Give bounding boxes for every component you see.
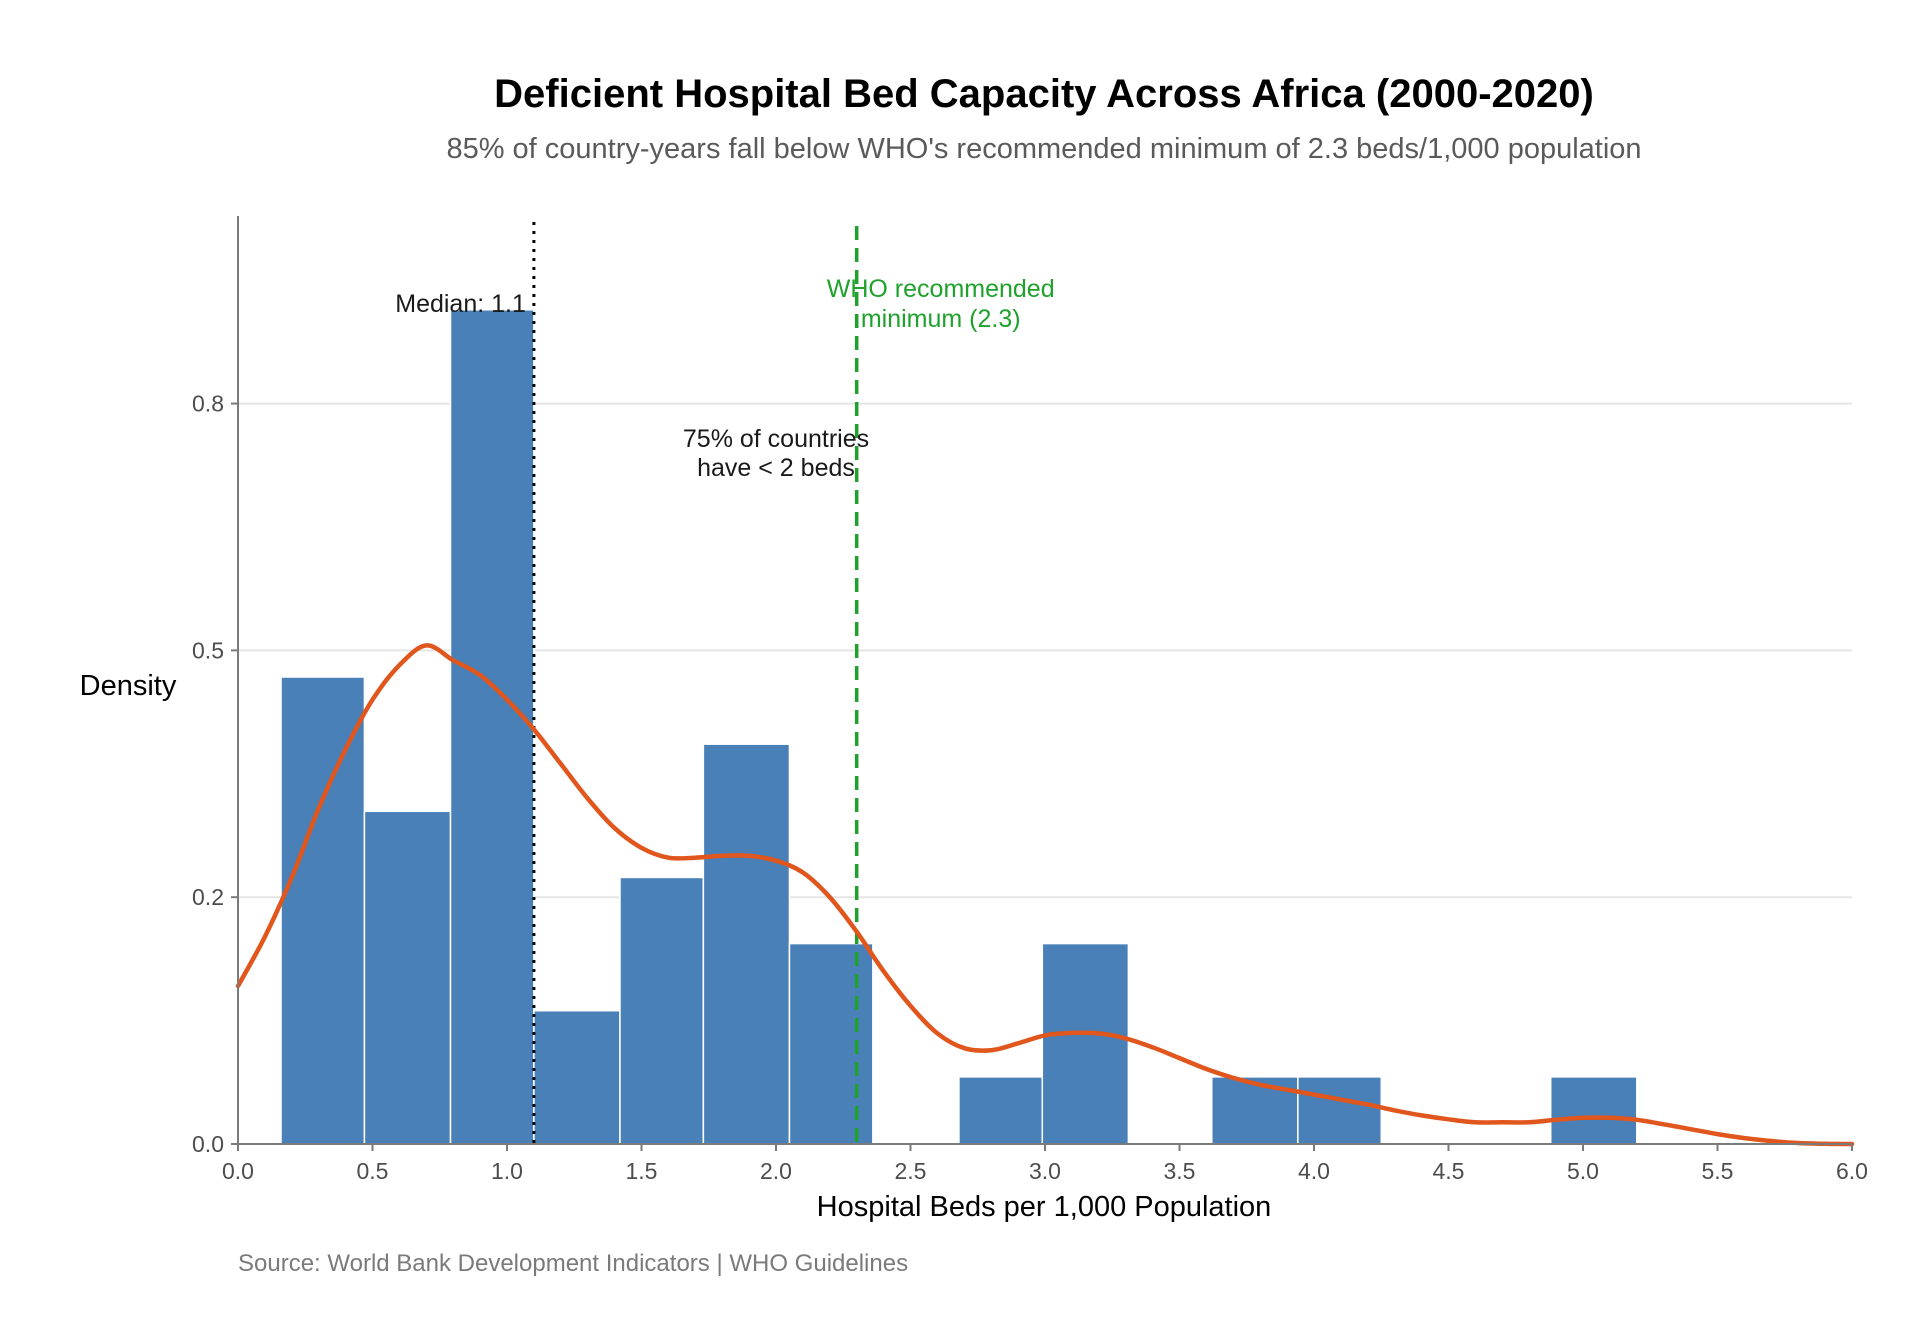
histogram-bar-3 <box>533 1009 621 1145</box>
x-tick-label-4: 2.0 <box>760 1158 792 1184</box>
x-tick-label-12: 6.0 <box>1836 1158 1868 1184</box>
x-tick-label-3: 1.5 <box>626 1158 658 1184</box>
x-tick-label-5: 2.5 <box>895 1158 927 1184</box>
y-tick-label-0: 0.0 <box>192 1131 224 1157</box>
histogram-bars <box>280 309 1638 1145</box>
y-tick-label-1: 0.2 <box>192 884 224 910</box>
histogram-bar-5 <box>702 743 791 1145</box>
x-axis-ticks: 0.0 0.5 1.0 1.5 2.0 2.5 3.0 3.5 4.0 4.5 5.0 5.5 6.0 <box>222 1144 1868 1184</box>
histogram-bar-4 <box>619 876 705 1145</box>
y-tick-label-3: 0.8 <box>192 391 224 417</box>
x-tick-label-0: 0.0 <box>222 1158 254 1184</box>
who-label-line2: minimum (2.3) <box>861 305 1021 333</box>
histogram-bar-1 <box>363 810 452 1145</box>
histogram-bar-11 <box>1211 1076 1299 1145</box>
density-curve <box>235 643 1855 1147</box>
who-label-line1: WHO recommended <box>827 275 1055 303</box>
histogram-bar-8 <box>958 1076 1044 1145</box>
histogram-bar-12 <box>1297 1076 1382 1145</box>
x-tick-label-6: 3.0 <box>1029 1158 1061 1184</box>
x-tick-label-2: 1.0 <box>491 1158 523 1184</box>
histogram-bar-2 <box>449 309 535 1145</box>
chart-caption: Source: World Bank Development Indicator… <box>238 1250 908 1277</box>
histogram-bar-15 <box>1549 1076 1638 1145</box>
histogram-bar-6 <box>788 942 874 1145</box>
y-axis-label: Density <box>80 670 177 702</box>
annotation-line1: 75% of countries <box>683 425 869 453</box>
annotation-line2: have < 2 beds <box>697 454 855 482</box>
x-tick-label-9: 4.5 <box>1433 1158 1465 1184</box>
x-tick-label-11: 5.5 <box>1702 1158 1734 1184</box>
x-tick-label-1: 0.5 <box>357 1158 389 1184</box>
x-tick-label-8: 4.0 <box>1298 1158 1330 1184</box>
chart-title: Deficient Hospital Bed Capacity Across A… <box>494 72 1594 116</box>
median-label: Median: 1.1 <box>395 290 526 318</box>
histogram-bar-9 <box>1041 942 1130 1145</box>
x-tick-label-10: 5.0 <box>1567 1158 1599 1184</box>
y-tick-label-2: 0.5 <box>192 637 224 663</box>
chart-subtitle: 85% of country-years fall below WHO's re… <box>446 133 1641 165</box>
y-axis-ticks: 0.0 0.2 0.5 0.8 <box>192 391 238 1157</box>
x-axis-label: Hospital Beds per 1,000 Population <box>817 1191 1272 1223</box>
x-tick-label-7: 3.5 <box>1164 1158 1196 1184</box>
histogram-bar-0 <box>280 676 366 1145</box>
